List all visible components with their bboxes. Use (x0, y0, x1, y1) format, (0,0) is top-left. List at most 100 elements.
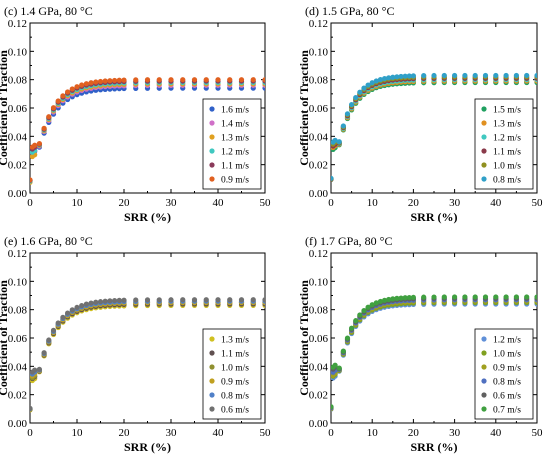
data-point (121, 77, 127, 83)
data-point (93, 299, 99, 305)
chart-title: (d) 1.5 GPa, 80 °C (305, 4, 394, 18)
legend-marker (481, 392, 487, 398)
data-point (373, 78, 379, 84)
data-point (60, 314, 66, 320)
y-tick-label: 0.06 (309, 103, 329, 115)
legend-marker (481, 120, 487, 126)
chart-title: (e) 1.6 GPa, 80 °C (4, 234, 93, 248)
x-tick-label: 30 (166, 427, 178, 439)
data-point (524, 294, 530, 300)
data-point (331, 404, 334, 410)
x-tick-label: 40 (213, 197, 225, 209)
data-point (30, 177, 33, 183)
data-point (41, 125, 47, 131)
data-point (336, 139, 342, 145)
data-point (203, 77, 209, 83)
data-point (361, 85, 367, 91)
data-point (112, 77, 118, 84)
data-point (431, 72, 437, 79)
y-tick-label: 0.02 (8, 160, 27, 172)
y-tick-label: 0.10 (8, 46, 28, 58)
data-point (410, 294, 416, 301)
y-tick-label: 0.04 (309, 131, 329, 143)
x-tick-label: 0 (27, 427, 33, 439)
legend-marker (209, 406, 215, 412)
x-tick-label: 50 (532, 197, 544, 209)
data-point (402, 73, 408, 79)
x-tick-label: 50 (260, 427, 272, 439)
data-point (441, 72, 447, 79)
x-tick-label: 0 (328, 197, 334, 209)
data-point (452, 294, 458, 300)
data-point (180, 77, 186, 83)
legend-entry: 0.6 m/s (493, 392, 521, 402)
y-tick-label: 0.12 (309, 248, 328, 260)
x-tick-label: 50 (532, 427, 544, 439)
chart-title: (f) 1.7 GPa, 80 °C (305, 234, 392, 248)
data-point (227, 77, 233, 83)
x-tick-label: 20 (119, 197, 131, 209)
data-point (369, 80, 375, 86)
y-tick-label: 0.04 (8, 131, 28, 143)
data-point (180, 297, 186, 303)
data-points (30, 297, 265, 413)
legend-entry: 0.6 m/s (221, 406, 249, 416)
legend-entry: 0.8 m/s (493, 176, 521, 186)
data-point (55, 98, 61, 104)
data-point (238, 297, 245, 303)
legend: 1.2 m/s 1.0 m/s 0.9 m/s 0.8 m/s 0.6 m/s 0.7 m… (474, 328, 534, 420)
x-tick-label: 10 (367, 197, 379, 209)
x-tick-label: 20 (408, 427, 420, 439)
y-tick-label: 0.12 (8, 18, 27, 30)
y-tick-label: 0.02 (8, 390, 27, 402)
data-point (250, 297, 256, 303)
data-point (262, 297, 265, 303)
y-axis-label: Coefficient of Traction (0, 50, 10, 166)
x-tick-label: 10 (367, 427, 379, 439)
data-point (534, 72, 537, 79)
data-point (462, 294, 468, 300)
chart-panel-1: (d) 1.5 GPa, 80 °C 0 10 20 30 40 50 0.00 0.02 0.0… (297, 4, 543, 224)
legend-entry: 0.9 m/s (493, 364, 521, 374)
legend-entry: 1.2 m/s (493, 134, 521, 144)
legend-marker (481, 176, 487, 182)
data-point (493, 72, 499, 79)
data-point (156, 297, 162, 303)
data-point (353, 318, 359, 324)
y-tick-label: 0.10 (309, 276, 329, 288)
x-tick-label: 10 (72, 427, 84, 439)
data-point (365, 82, 371, 88)
legend-marker (481, 134, 487, 140)
data-point (191, 77, 198, 83)
data-point (144, 297, 151, 303)
legend: 1.5 m/s 1.3 m/s 1.2 m/s 1.1 m/s 1.0 m/s 0.8 m… (474, 98, 534, 190)
data-point (83, 81, 89, 87)
data-point (79, 82, 85, 88)
legend-marker (209, 392, 215, 398)
legend-entry: 1.3 m/s (493, 120, 521, 130)
data-point (168, 297, 174, 303)
data-point (336, 365, 342, 371)
legend-marker (209, 336, 215, 342)
data-point (97, 78, 104, 85)
legend-entry: 1.2 m/s (493, 336, 521, 346)
data-point (50, 327, 57, 333)
legend-box (202, 328, 262, 420)
legend-entry: 1.1 m/s (221, 350, 249, 360)
x-tick-label: 0 (328, 427, 334, 439)
data-point (133, 297, 139, 303)
data-point (46, 114, 52, 120)
legend-box (474, 328, 534, 420)
y-tick-label: 0.10 (309, 46, 329, 58)
data-point (503, 294, 509, 300)
data-point (79, 302, 85, 309)
legend-entry: 1.6 m/s (221, 106, 249, 116)
legend-marker (209, 364, 215, 370)
x-tick-label: 40 (490, 427, 502, 439)
data-point (116, 297, 122, 303)
legend-marker (481, 106, 487, 112)
data-point (102, 298, 108, 304)
data-point (144, 77, 151, 83)
legend-entry: 0.9 m/s (221, 378, 249, 388)
legend-marker (209, 120, 215, 126)
